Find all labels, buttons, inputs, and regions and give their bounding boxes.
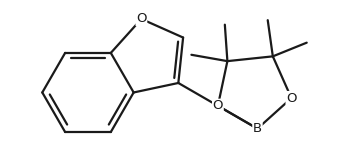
Text: O: O [286, 92, 297, 105]
Text: B: B [253, 122, 262, 135]
Text: O: O [213, 99, 223, 112]
Text: O: O [136, 13, 147, 26]
